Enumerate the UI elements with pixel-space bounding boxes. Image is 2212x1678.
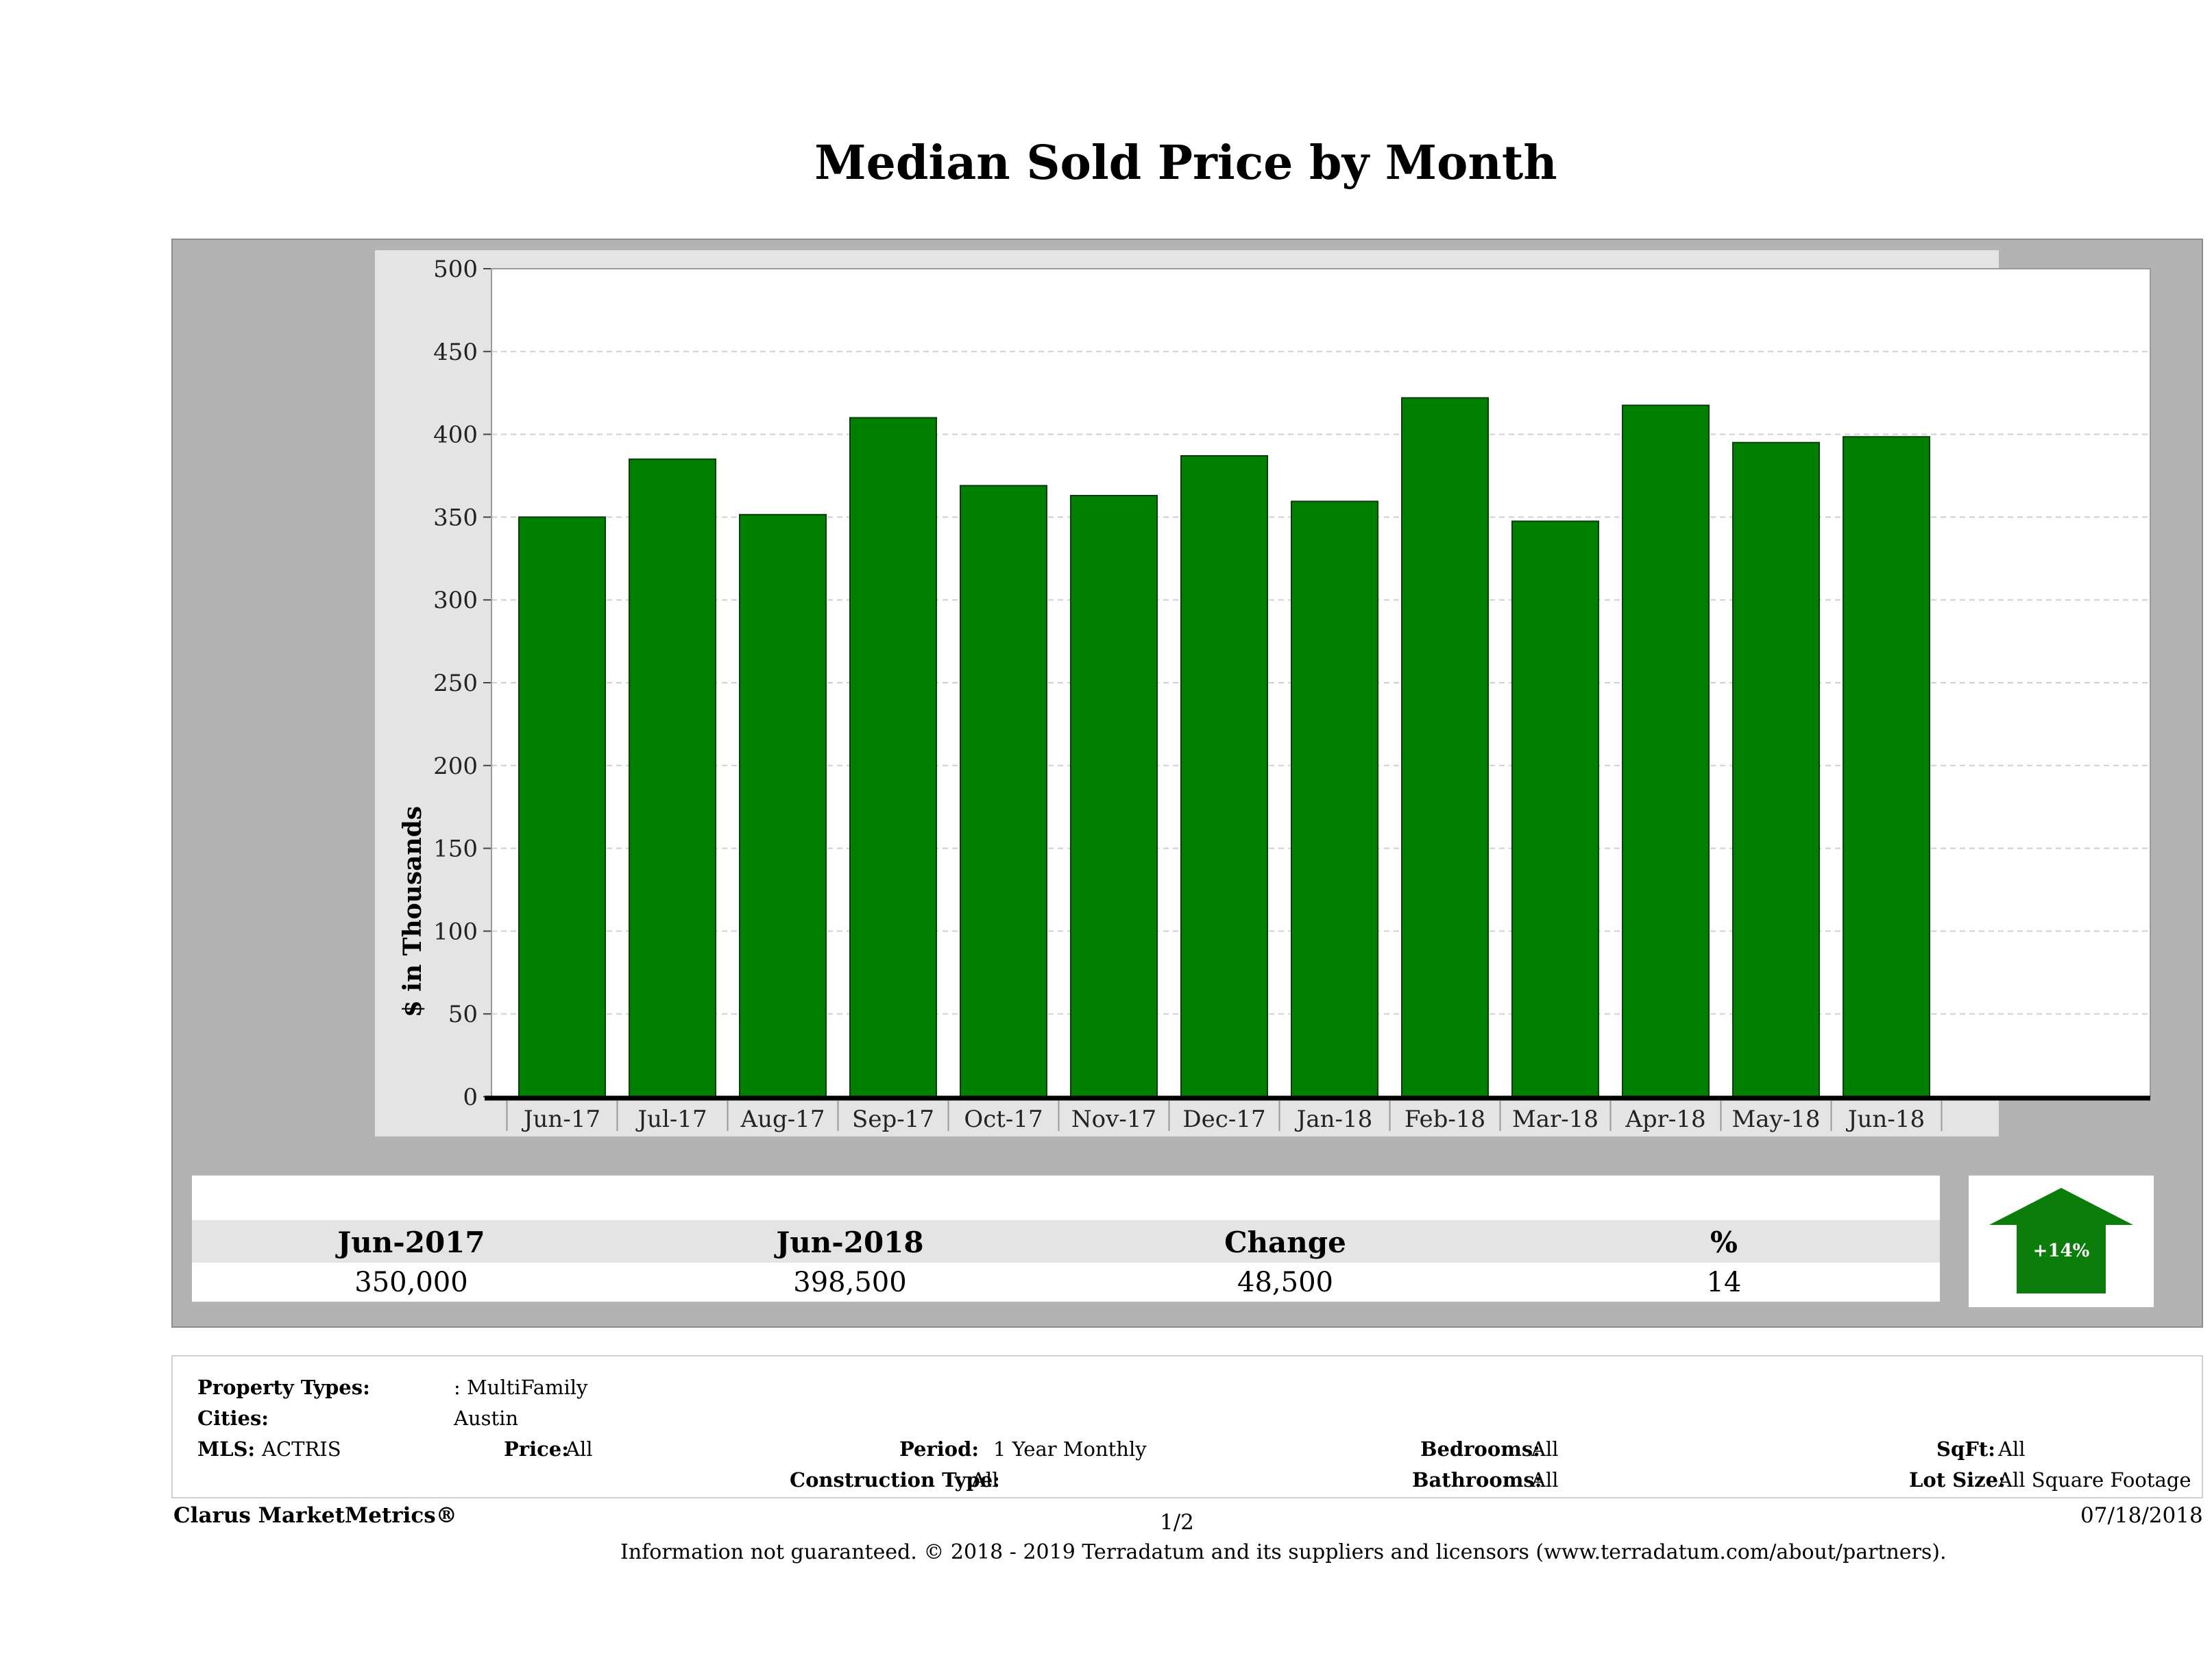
disclaimer: Information not guaranteed. © 2018 - 201… — [620, 1540, 1947, 1564]
lot-size-value: All Square Footage — [1998, 1468, 2191, 1492]
x-tick-label: May-18 — [1731, 1106, 1820, 1133]
bedrooms-label: Bedrooms: — [1420, 1437, 1540, 1461]
y-tick-label: 350 — [433, 504, 478, 531]
y-tick-label: 400 — [433, 422, 478, 449]
chart-panel: 0 50 100 150 200 250 300 350 400 450 500 Jun-17 Jul-… — [171, 239, 2203, 1328]
x-tick-label: Oct-17 — [964, 1106, 1043, 1133]
summary-spacer — [192, 1176, 1940, 1220]
summary-value-change: 48,500 — [1237, 1267, 1333, 1298]
sqft-label: SqFt: — [1936, 1437, 1995, 1461]
bar — [960, 485, 1047, 1098]
bar — [1843, 436, 1930, 1097]
chart-title: Median Sold Price by Month — [814, 136, 1557, 191]
y-tick-label: 300 — [433, 587, 478, 614]
bar — [1401, 397, 1489, 1097]
y-tick-label: 500 — [433, 256, 478, 283]
price-value: All — [566, 1437, 593, 1461]
page-number: 1/2 — [1160, 1510, 1194, 1535]
bar — [1511, 520, 1599, 1097]
property-types-value: : MultiFamily — [454, 1376, 588, 1399]
brand-name: Clarus MarketMetrics® — [173, 1503, 457, 1528]
bar — [1180, 455, 1268, 1097]
y-axis-label: $ in Thousands — [398, 805, 427, 1018]
summary-header-start: Jun-2017 — [337, 1226, 485, 1259]
sqft-value: All — [1998, 1437, 2026, 1461]
bathrooms-label: Bathrooms: — [1412, 1468, 1542, 1492]
bar — [1622, 404, 1710, 1097]
cities-value: Austin — [454, 1407, 519, 1430]
bar — [1291, 500, 1378, 1097]
y-tick-label: 150 — [433, 836, 478, 863]
x-tick-label: Jun-18 — [1846, 1106, 1925, 1133]
summary-value-percent: 14 — [1706, 1267, 1742, 1298]
summary-header-percent: % — [1710, 1226, 1738, 1259]
y-tick-label: 100 — [433, 918, 478, 945]
summary-header-change: Change — [1224, 1226, 1346, 1259]
period-value: 1 Year Monthly — [993, 1437, 1147, 1461]
y-tick-label: 200 — [433, 753, 478, 780]
y-tick-label: 0 — [463, 1084, 478, 1111]
x-tick-label: Apr-18 — [1625, 1106, 1705, 1133]
summary-value-start: 350,000 — [354, 1267, 468, 1298]
bedrooms-value: All — [1531, 1437, 1559, 1461]
lot-size-label: Lot Size: — [1909, 1468, 2006, 1492]
summary-table: Jun-2017 Jun-2018 Change % 350,000 398,5… — [192, 1176, 1940, 1309]
bar — [849, 417, 937, 1097]
y-tick-label: 250 — [433, 670, 478, 697]
x-tick-label: Nov-17 — [1071, 1106, 1156, 1133]
x-tick-label: Aug-17 — [740, 1106, 825, 1133]
summary-value-row: 350,000 398,500 48,500 14 — [192, 1263, 1940, 1302]
cities-label: Cities: — [197, 1407, 269, 1430]
y-tick-label: 50 — [448, 1001, 478, 1028]
price-label: Price: — [504, 1437, 569, 1461]
bar-chart: 0 50 100 150 200 250 300 350 400 450 500 Jun-17 Jul-… — [433, 256, 2151, 1133]
construction-type-value: All — [971, 1468, 999, 1492]
property-types-label: Property Types: — [197, 1376, 370, 1399]
x-tick-label: Sep-17 — [852, 1106, 934, 1133]
mls-label: MLS: — [197, 1437, 256, 1461]
summary-header-row: Jun-2017 Jun-2018 Change % — [192, 1220, 1940, 1263]
x-tick-label: Jul-17 — [635, 1106, 707, 1133]
x-tick-label: Dec-17 — [1182, 1106, 1265, 1133]
y-tick-label: 450 — [433, 339, 478, 366]
bar — [518, 516, 606, 1097]
change-badge-label: +14% — [2032, 1241, 2090, 1261]
filter-info: Property Types: : MultiFamily Cities: Au… — [171, 1355, 2203, 1498]
report-date: 07/18/2018 — [2080, 1503, 2203, 1528]
up-arrow-icon — [1989, 1188, 2133, 1293]
bar — [629, 458, 716, 1097]
x-tick-label: Jan-18 — [1295, 1106, 1373, 1133]
summary-header-end: Jun-2018 — [776, 1226, 924, 1259]
x-tick-label: Jun-17 — [522, 1106, 600, 1133]
bathrooms-value: All — [1531, 1468, 1559, 1492]
bar — [739, 513, 827, 1097]
mls-value: ACTRIS — [262, 1437, 341, 1461]
change-badge: +14% — [1969, 1176, 2154, 1307]
bar — [1732, 441, 1820, 1097]
summary-value-end: 398,500 — [793, 1267, 907, 1298]
period-label: Period: — [899, 1437, 980, 1461]
bar — [1070, 494, 1158, 1097]
x-tick-label: Feb-18 — [1405, 1106, 1485, 1133]
x-tick-label: Mar-18 — [1512, 1106, 1599, 1133]
construction-type-label: Construction Type: — [790, 1468, 1000, 1492]
